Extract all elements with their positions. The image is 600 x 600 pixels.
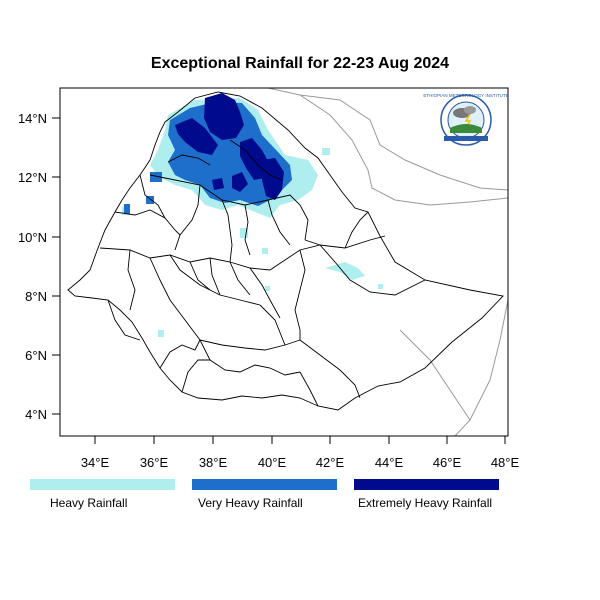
legend-label-very-heavy: Very Heavy Rainfall <box>198 496 303 510</box>
legend-swatch-extremely-heavy <box>354 479 499 490</box>
x-tick-label: 34°E <box>81 455 110 470</box>
y-tick-label: 12°N <box>18 170 47 185</box>
x-tick-label: 40°E <box>258 455 287 470</box>
x-tick-label: 36°E <box>140 455 169 470</box>
extremely-heavy-rainfall-area <box>175 93 284 200</box>
neighbor-boundaries <box>267 88 508 436</box>
legend-swatch-very-heavy <box>192 479 337 490</box>
legend-label-extremely-heavy: Extremely Heavy Rainfall <box>358 496 493 510</box>
ethiopia-boundaries <box>67 91 504 411</box>
legend-swatch-heavy <box>30 479 175 490</box>
x-tick-label: 42°E <box>316 455 345 470</box>
y-tick-label: 10°N <box>18 230 47 245</box>
legend-label-heavy: Heavy Rainfall <box>50 496 128 510</box>
y-tick-label: 14°N <box>18 111 47 126</box>
y-tick-label: 4°N <box>25 407 47 422</box>
ethiopia-outline <box>67 91 504 411</box>
y-tick-label: 6°N <box>25 348 47 363</box>
svg-text:ETHIOPIAN METEOROLOGY INSTITUT: ETHIOPIAN METEOROLOGY INSTITUTE <box>423 93 508 98</box>
x-tick-label: 46°E <box>433 455 462 470</box>
axis-ticks <box>52 117 506 444</box>
x-tick-label: 48°E <box>491 455 520 470</box>
x-tick-label: 38°E <box>199 455 228 470</box>
x-tick-label: 44°E <box>375 455 404 470</box>
map-title: Exceptional Rainfall for 22-23 Aug 2024 <box>150 55 450 72</box>
met-institute-logo-icon: ETHIOPIAN METEOROLOGY INSTITUTE <box>423 93 509 146</box>
map-frame <box>59 87 509 437</box>
y-tick-label: 8°N <box>25 289 47 304</box>
